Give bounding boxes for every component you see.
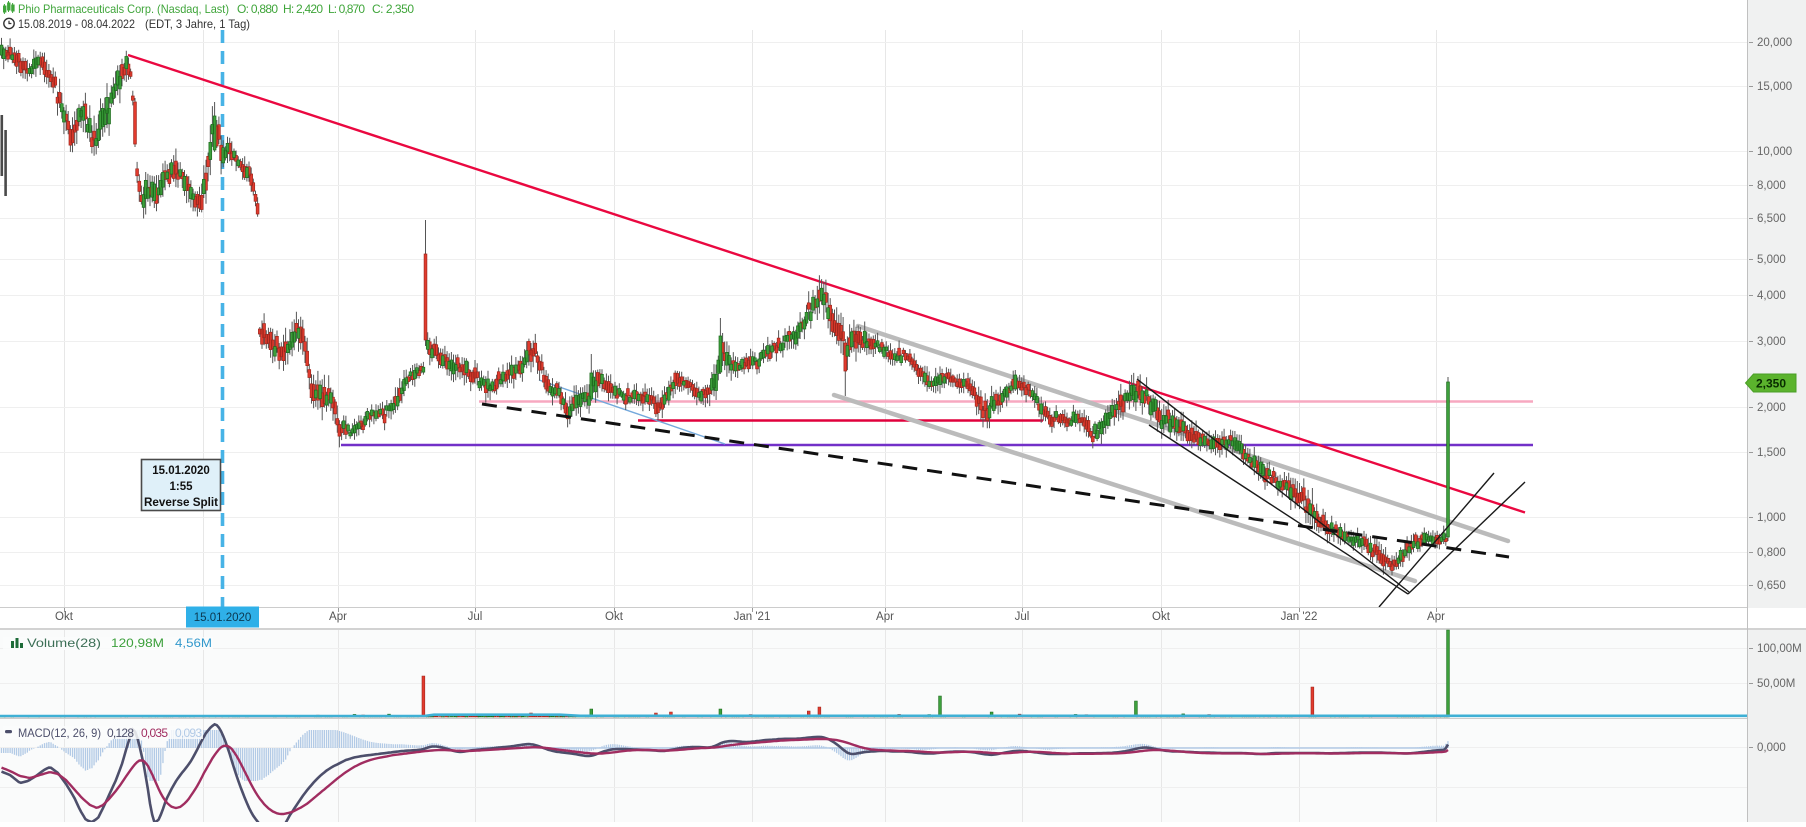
svg-text:0,093: 0,093 bbox=[175, 726, 202, 740]
svg-text:Jan '21: Jan '21 bbox=[734, 611, 771, 623]
svg-text:120,98M: 120,98M bbox=[111, 636, 164, 650]
svg-text:Okt: Okt bbox=[1152, 611, 1171, 623]
svg-text:0,128: 0,128 bbox=[107, 726, 134, 740]
svg-text:H: 2,420: H: 2,420 bbox=[283, 2, 323, 16]
svg-text:2,350: 2,350 bbox=[1756, 377, 1786, 391]
svg-text:(EDT, 3 Jahre, 1 Tag): (EDT, 3 Jahre, 1 Tag) bbox=[145, 17, 250, 31]
svg-text:6,500: 6,500 bbox=[1757, 213, 1786, 225]
svg-text:Apr: Apr bbox=[329, 611, 347, 623]
svg-text:1,000: 1,000 bbox=[1757, 512, 1786, 524]
svg-text:50,00M: 50,00M bbox=[1757, 678, 1795, 690]
svg-text:20,000: 20,000 bbox=[1757, 37, 1792, 49]
svg-text:15,000: 15,000 bbox=[1757, 81, 1792, 93]
svg-text:Okt: Okt bbox=[55, 611, 74, 623]
svg-text:Apr: Apr bbox=[876, 611, 894, 623]
svg-text:15.01.2020: 15.01.2020 bbox=[152, 465, 210, 477]
svg-text:0,000: 0,000 bbox=[1757, 742, 1786, 754]
svg-text:Okt: Okt bbox=[605, 611, 624, 623]
svg-text:1,500: 1,500 bbox=[1757, 447, 1786, 459]
svg-text:Jul: Jul bbox=[468, 611, 483, 623]
svg-text:1:55: 1:55 bbox=[169, 481, 193, 493]
svg-text:O: 0,880: O: 0,880 bbox=[237, 2, 278, 16]
svg-text:100,00M: 100,00M bbox=[1757, 643, 1802, 655]
svg-text:5,000: 5,000 bbox=[1757, 254, 1786, 266]
svg-text:3,000: 3,000 bbox=[1757, 336, 1786, 348]
svg-text:15.01.2020: 15.01.2020 bbox=[194, 612, 252, 624]
svg-text:4,000: 4,000 bbox=[1757, 290, 1786, 302]
svg-text:2,000: 2,000 bbox=[1757, 402, 1786, 414]
svg-text:Apr: Apr bbox=[1427, 611, 1445, 623]
svg-text:Jan '22: Jan '22 bbox=[1281, 611, 1318, 623]
svg-text:L: 0,870: L: 0,870 bbox=[328, 2, 365, 16]
svg-text:10,000: 10,000 bbox=[1757, 146, 1792, 158]
svg-text:15.08.2019 - 08.04.2022: 15.08.2019 - 08.04.2022 bbox=[18, 17, 135, 31]
svg-text:MACD(12, 26, 9): MACD(12, 26, 9) bbox=[18, 726, 101, 740]
svg-text:C: 2,350: C: 2,350 bbox=[372, 2, 414, 16]
svg-text:Phio Pharmaceuticals Corp. (Na: Phio Pharmaceuticals Corp. (Nasdaq, Last… bbox=[18, 2, 229, 16]
svg-text:0,650: 0,650 bbox=[1757, 580, 1786, 592]
svg-text:0,035: 0,035 bbox=[141, 726, 168, 740]
svg-text:0,800: 0,800 bbox=[1757, 547, 1786, 559]
svg-text:Jul: Jul bbox=[1015, 611, 1030, 623]
svg-text:4,56M: 4,56M bbox=[175, 636, 212, 650]
svg-text:Volume(28): Volume(28) bbox=[27, 636, 101, 650]
svg-text:Reverse Split: Reverse Split bbox=[144, 497, 218, 509]
svg-text:8,000: 8,000 bbox=[1757, 180, 1786, 192]
